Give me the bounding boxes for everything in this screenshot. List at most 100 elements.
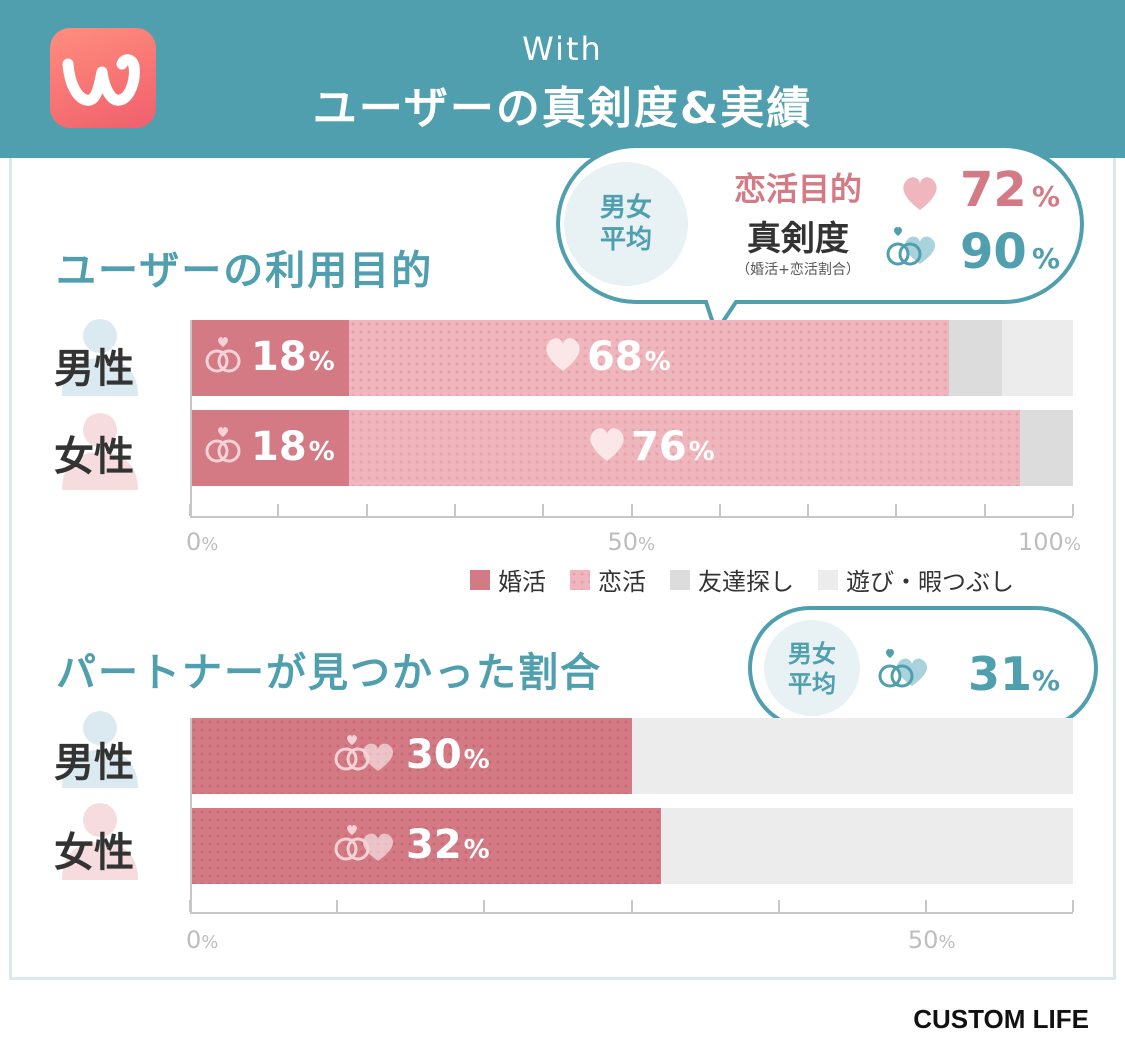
y-axis-line: [190, 320, 192, 518]
seriousness-value: 90: [960, 224, 1027, 280]
legend-label-konkatsu: 婚活: [498, 568, 546, 596]
x-tick: [630, 504, 633, 516]
legend-label-renkatsu: 恋活: [598, 568, 646, 596]
x-tick: [336, 900, 339, 912]
legend-item-konkatsu: 婚活: [470, 562, 546, 597]
data-label-unit: %: [644, 347, 671, 377]
x-tick: [924, 900, 927, 912]
legend-item-asobi: 遊び・暇つぶし: [818, 562, 1014, 597]
credit-logo: CUSTOM LIFE: [913, 1004, 1089, 1034]
data-label-value: 68: [587, 334, 643, 380]
found-avg-value: 31: [968, 647, 1032, 701]
male-avatar-icon: [62, 711, 138, 788]
bar-female-tomodachi: [1020, 410, 1073, 486]
x-tick: [189, 504, 191, 516]
seriousness-note: （婚活+恋活割合）: [736, 261, 860, 278]
legend: 婚活 恋活 友達探し 遊び・暇つぶし: [470, 562, 1014, 597]
x-tick-label-100: 100%: [1018, 528, 1081, 556]
legend-item-renkatsu: 恋活: [570, 562, 646, 597]
data-label-male-found: 30%: [332, 732, 490, 778]
seriousness-percent: %: [1032, 242, 1060, 275]
y-axis-line: [190, 718, 192, 914]
x-tick: [453, 504, 456, 516]
rings-icon: [203, 335, 247, 379]
page-title: ユーザーの真剣度&実績: [312, 83, 813, 134]
row-label-female: 女性: [54, 434, 134, 480]
rings-heart-icon: [886, 226, 936, 266]
bubble-badge-line1: 男女: [600, 192, 652, 223]
legend-label-asobi: 遊び・暇つぶし: [846, 568, 1014, 596]
row-label-male: 男性: [54, 346, 134, 392]
female-avatar-icon: [62, 803, 138, 880]
app-name: With: [522, 30, 603, 68]
legend-label-tomodachi: 友達探し: [698, 568, 794, 596]
row-label-female: 女性: [54, 830, 134, 876]
male-avatar-icon: [62, 319, 138, 396]
x-tick: [718, 504, 721, 516]
data-label-value: 18: [251, 334, 307, 380]
data-label-unit: %: [308, 347, 335, 377]
x-tick: [542, 504, 545, 516]
renkatsu-value: 72: [960, 162, 1027, 218]
bar-female-rest: [660, 808, 1073, 884]
x-tick: [630, 900, 633, 912]
bar-female-found: [190, 808, 661, 884]
legend-swatch-asobi: [818, 569, 838, 590]
found-section-title: パートナーが見つかった割合: [56, 650, 602, 696]
x-tick-label-50: 50%: [607, 528, 656, 556]
x-tick: [277, 504, 280, 516]
found-badge-line1: 男女: [788, 640, 836, 668]
data-label-female-found: 32%: [332, 822, 490, 868]
x-tick: [483, 900, 486, 912]
rings-heart-icon: [878, 648, 928, 688]
rings-icon: [203, 425, 247, 469]
x-tick: [365, 504, 368, 516]
x-tick-label-0: 0%: [186, 926, 219, 954]
x-tick-label-50: 50%: [907, 926, 956, 954]
x-tick: [777, 900, 780, 912]
heart-icon: [903, 177, 937, 210]
bubble-badge-line2: 平均: [600, 225, 652, 255]
data-label-male-konkatsu: 18%: [203, 334, 335, 380]
x-axis-line: [190, 912, 1073, 914]
heart-icon: [543, 337, 583, 377]
bar-female-renkatsu: [348, 410, 1021, 486]
found-badge-line2: 平均: [788, 670, 836, 698]
header-banner: With ユーザーの真剣度&実績: [0, 0, 1125, 158]
rings-heart-icon: [332, 733, 402, 777]
x-tick: [895, 504, 898, 516]
bar-male-asobi: [1002, 320, 1073, 396]
data-label-unit: %: [463, 745, 490, 775]
bar-male-tomodachi: [949, 320, 1003, 396]
data-label-female-konkatsu: 18%: [203, 424, 335, 470]
found-avg-percent: %: [1032, 664, 1060, 697]
data-label-unit: %: [688, 437, 715, 467]
row-label-male: 男性: [54, 740, 134, 786]
rings-heart-icon: [332, 823, 402, 867]
data-label-unit: %: [308, 437, 335, 467]
x-axis-line: [190, 516, 1073, 518]
bar-male-renkatsu: [348, 320, 950, 396]
x-tick: [1072, 900, 1074, 912]
data-label-value: 30: [406, 732, 462, 778]
female-avatar-icon: [62, 413, 138, 490]
legend-item-tomodachi: 友達探し: [670, 562, 794, 597]
x-tick: [1072, 504, 1074, 516]
renkatsu-percent: %: [1032, 180, 1060, 213]
purpose-summary-bubble: 男女 平均 恋活目的 真剣度 （婚活+恋活割合） 72 % 90 %: [556, 144, 1084, 336]
x-tick: [807, 504, 810, 516]
bar-male-konkatsu: [190, 320, 349, 396]
seriousness-label: 真剣度: [747, 219, 849, 259]
legend-swatch-renkatsu: [570, 569, 590, 590]
legend-swatch-tomodachi: [670, 569, 690, 590]
heart-icon: [587, 427, 627, 467]
renkatsu-label: 恋活目的: [734, 170, 862, 208]
data-label-unit: %: [463, 835, 490, 865]
bar-male-rest: [631, 718, 1073, 794]
data-label-value: 32: [406, 822, 462, 868]
x-tick: [189, 900, 191, 912]
data-label-female-renkatsu: 76%: [587, 424, 715, 470]
data-label-value: 76: [631, 424, 687, 470]
bar-male-found: [190, 718, 632, 794]
x-tick-label-0: 0%: [186, 528, 219, 556]
